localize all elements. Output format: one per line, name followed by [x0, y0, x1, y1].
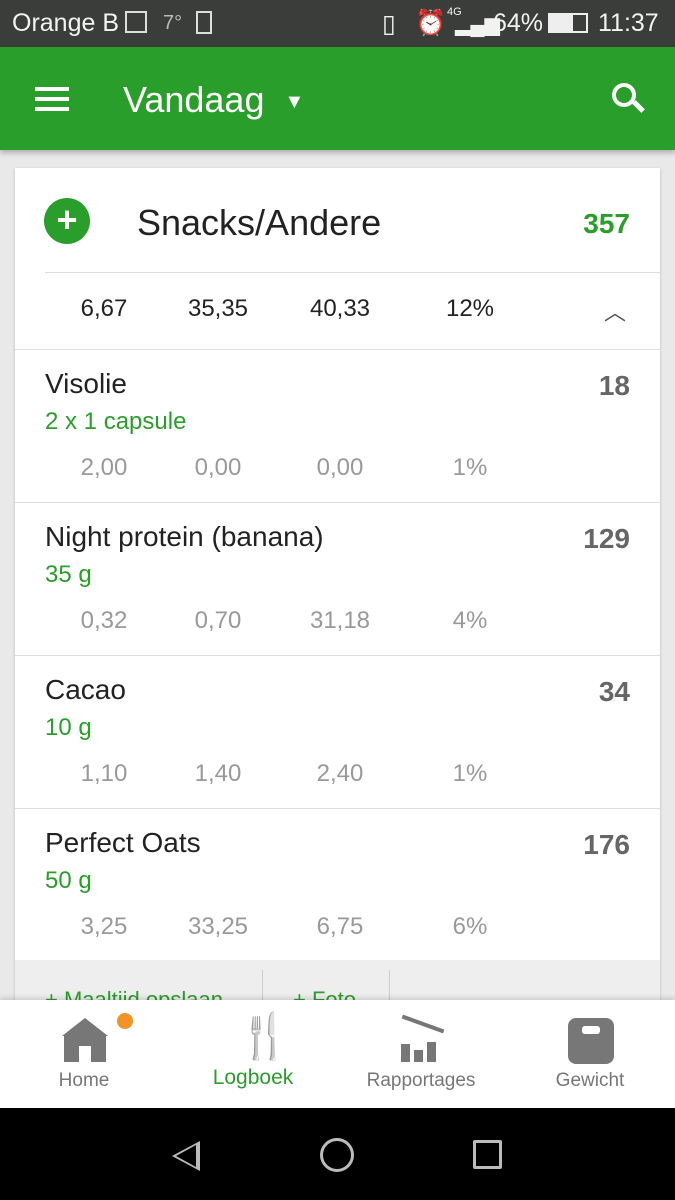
nutrient-value: 1% — [452, 454, 488, 481]
total-value: 12% — [445, 295, 495, 322]
alarm-icon: ⏰ — [415, 9, 447, 37]
meal-calories: 357 — [583, 208, 630, 239]
add-food-button[interactable]: + — [44, 198, 90, 244]
food-name: Cacao — [45, 674, 126, 705]
home-icon — [62, 1018, 108, 1036]
nutrient-value: 1,40 — [194, 760, 242, 787]
bottom-nav: Home 🍴 Logboek Rapportages Gewicht — [0, 1000, 675, 1108]
food-item[interactable]: Perfect Oats 176 50 g 3,25 33,25 6,75 6% — [15, 808, 660, 961]
total-value: 6,67 — [80, 295, 128, 322]
nav-label: Gewicht — [555, 1070, 625, 1091]
nutrient-value: 4% — [452, 607, 488, 634]
home-system-icon[interactable] — [320, 1138, 354, 1172]
collapse-chevron-icon[interactable]: ︿ — [603, 300, 626, 325]
food-item[interactable]: Visolie 18 2 x 1 capsule 2,00 0,00 0,00 … — [15, 349, 660, 502]
dropdown-icon: ▼ — [284, 90, 305, 113]
app-bar: Vandaag ▼ — [0, 47, 675, 150]
food-quantity: 35 g — [45, 561, 92, 588]
nutrient-value: 0,70 — [194, 607, 242, 634]
divider — [45, 272, 660, 273]
food-name: Perfect Oats — [45, 827, 201, 858]
page-title: Vandaag — [123, 79, 265, 120]
nav-reports[interactable]: Rapportages — [356, 1000, 486, 1108]
clock: 11:37 — [598, 9, 659, 37]
food-calories: 129 — [583, 523, 630, 554]
notification-badge — [117, 1013, 133, 1029]
nutrient-value: 1,10 — [80, 760, 128, 787]
food-quantity: 10 g — [45, 714, 92, 741]
food-item[interactable]: Night protein (banana) 129 35 g 0,32 0,7… — [15, 502, 660, 655]
nutrient-value: 2,40 — [316, 760, 364, 787]
menu-icon[interactable] — [35, 87, 69, 111]
food-item[interactable]: Cacao 34 10 g 1,10 1,40 2,40 1% — [15, 655, 660, 808]
meal-card: + Snacks/Andere 357 6,67 35,35 40,33 12%… — [15, 168, 660, 1012]
date-selector[interactable]: Vandaag ▼ — [123, 79, 304, 121]
vibrate-icon: ▯ — [382, 10, 396, 38]
chart-icon — [401, 1014, 445, 1062]
nav-label: Rapportages — [366, 1070, 476, 1091]
nav-logbook[interactable]: 🍴 Logboek — [193, 1000, 313, 1108]
scale-icon — [568, 1018, 614, 1064]
battery-percent: 64% — [493, 9, 544, 37]
recents-icon[interactable] — [473, 1140, 502, 1169]
food-quantity: 50 g — [45, 867, 92, 894]
fork-knife-icon: 🍴 — [237, 1012, 292, 1061]
food-quantity: 2 x 1 capsule — [45, 408, 187, 435]
nav-weight[interactable]: Gewicht — [530, 1000, 650, 1108]
upload-icon — [196, 11, 212, 34]
nutrient-value: 6,75 — [316, 913, 364, 940]
meal-header: + Snacks/Andere 357 — [15, 168, 660, 273]
nav-label: Logboek — [212, 1066, 294, 1089]
food-calories: 18 — [598, 370, 630, 401]
nav-label: Home — [58, 1070, 110, 1091]
food-calories: 176 — [583, 829, 630, 860]
network-type: 4G — [447, 6, 462, 18]
carrier: Orange B — [12, 9, 120, 37]
total-value: 35,35 — [187, 295, 249, 322]
system-nav-bar — [0, 1108, 675, 1200]
nutrient-value: 0,32 — [80, 607, 128, 634]
nutrient-value: 6% — [452, 913, 488, 940]
battery-icon — [548, 13, 588, 33]
back-icon[interactable] — [172, 1141, 200, 1171]
image-icon — [125, 11, 147, 33]
nutrient-value: 31,18 — [309, 607, 371, 634]
nutrient-value: 1% — [452, 760, 488, 787]
status-bar: Orange B 7° ▯ ⏰ 4G ▂▄▆ 64% 11:37 — [0, 0, 675, 47]
meal-title: Snacks/Andere — [137, 202, 382, 243]
temperature: 7° — [163, 12, 183, 34]
food-name: Night protein (banana) — [45, 521, 324, 552]
nutrient-value: 33,25 — [187, 913, 249, 940]
nutrient-value: 2,00 — [80, 454, 128, 481]
nutrient-value: 0,00 — [194, 454, 242, 481]
signal-icon: ▂▄▆ — [455, 14, 500, 36]
food-name: Visolie — [45, 368, 127, 399]
search-icon[interactable] — [612, 83, 645, 113]
nav-home[interactable]: Home — [24, 1000, 144, 1108]
nutrient-value: 3,25 — [80, 913, 128, 940]
nutrient-value: 0,00 — [316, 454, 364, 481]
food-calories: 34 — [598, 676, 630, 707]
total-value: 40,33 — [309, 295, 371, 322]
